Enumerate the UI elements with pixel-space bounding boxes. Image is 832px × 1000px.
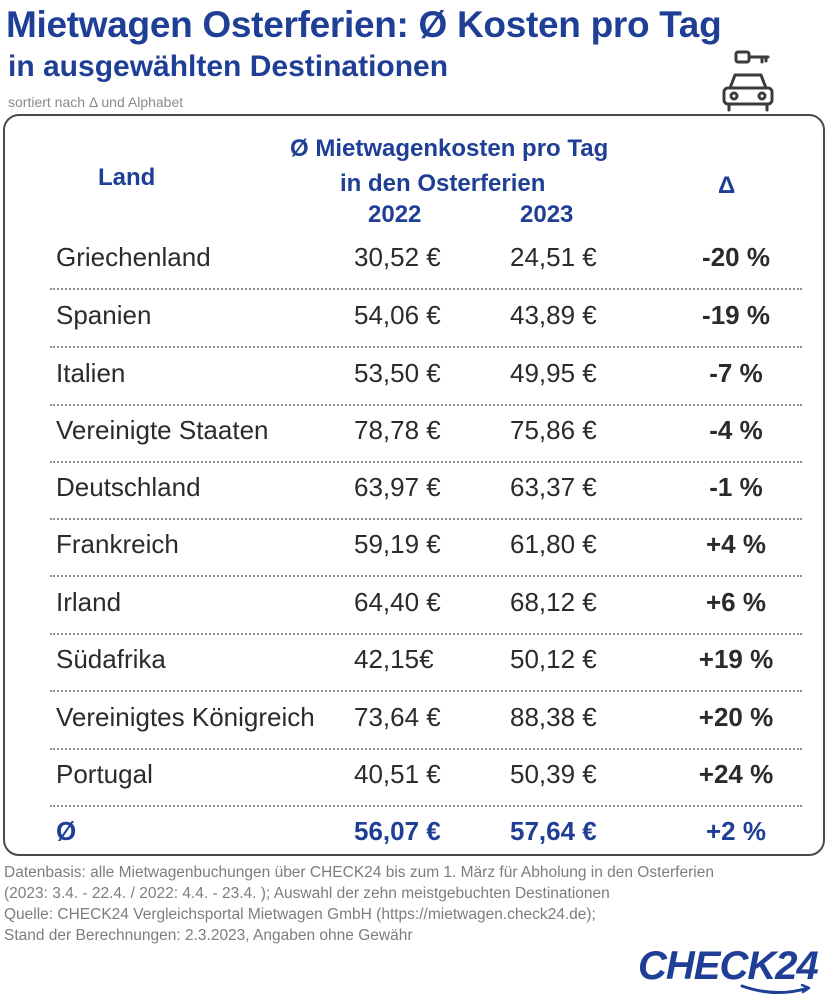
- header-delta: Δ: [718, 172, 736, 199]
- cell-land: Deutschland: [56, 472, 201, 502]
- row-divider: [50, 404, 802, 406]
- footnote-line: (2023: 3.4. - 22.4. / 2022: 4.4. - 23.4.…: [4, 885, 610, 902]
- table-row: Frankreich 59,19 € 61,80 € +4 %: [50, 519, 802, 577]
- row-divider: [50, 690, 802, 692]
- row-divider: [50, 575, 802, 577]
- cell-2022: 73,64 €: [354, 702, 441, 732]
- footnote: Datenbasis: alle Mietwagenbuchungen über…: [4, 862, 824, 946]
- cell-land: Vereinigtes Königreich: [56, 702, 315, 732]
- cell-land: Südafrika: [56, 644, 166, 674]
- cell-delta: -7 %: [709, 358, 763, 388]
- cell-2023: 61,80 €: [510, 529, 597, 559]
- cell-2023: 49,95 €: [510, 358, 597, 388]
- cell-land: Frankreich: [56, 529, 179, 559]
- cell-land: Vereinigte Staaten: [56, 415, 269, 445]
- logo-swoosh-icon: [740, 984, 811, 995]
- table-card: [3, 114, 825, 856]
- cell-2023: 24,51 €: [510, 242, 597, 272]
- row-divider: [50, 805, 802, 807]
- cell-2023: 75,86 €: [510, 415, 597, 445]
- average-row: Ø 56,07 € 57,64 € +2 %: [50, 806, 802, 864]
- cell-2022: 54,06 €: [354, 300, 441, 330]
- cell-2023: 50,39 €: [510, 759, 597, 789]
- cell-2022: 78,78 €: [354, 415, 441, 445]
- page-title: Mietwagen Osterferien: Ø Kosten pro Tag: [6, 4, 722, 45]
- cell-delta: +4 %: [706, 529, 766, 559]
- cell-2022: 53,50 €: [354, 358, 441, 388]
- cell-delta: +2 %: [706, 816, 766, 846]
- cell-delta: -1 %: [709, 472, 763, 502]
- header-cost-line1: Ø Mietwagenkosten pro Tag: [290, 135, 609, 162]
- cell-2022: 63,97 €: [354, 472, 441, 502]
- table-row: Italien 53,50 € 49,95 € -7 %: [50, 348, 802, 406]
- cell-2022: 30,52 €: [354, 242, 441, 272]
- cell-2023: 57,64 €: [510, 816, 597, 846]
- footnote-line: Datenbasis: alle Mietwagenbuchungen über…: [4, 864, 714, 881]
- cell-2023: 63,37 €: [510, 472, 597, 502]
- table-row: Vereinigte Staaten 78,78 € 75,86 € -4 %: [50, 405, 802, 463]
- cell-land: Italien: [56, 358, 126, 388]
- cell-delta: +6 %: [706, 587, 766, 617]
- row-divider: [50, 288, 802, 290]
- table-row: Irland 64,40 € 68,12 € +6 %: [50, 577, 802, 635]
- cell-delta: -4 %: [709, 415, 763, 445]
- table-row: Spanien 54,06 € 43,89 € -19 %: [50, 290, 802, 348]
- header-year-2022: 2022: [368, 201, 422, 228]
- cell-land: Portugal: [56, 759, 153, 789]
- cell-2023: 43,89 €: [510, 300, 597, 330]
- cell-2023: 68,12 €: [510, 587, 597, 617]
- table-row: Deutschland 63,97 € 63,37 € -1 %: [50, 462, 802, 520]
- table-row: Griechenland 30,52 € 24,51 € -20 %: [50, 232, 802, 290]
- cell-land: Spanien: [56, 300, 152, 330]
- cell-2022: 56,07 €: [354, 816, 441, 846]
- cell-land: Griechenland: [56, 242, 211, 272]
- row-divider: [50, 633, 802, 635]
- check24-logo: CHECK24: [638, 944, 819, 988]
- footnote-line: Stand der Berechnungen: 2.3.2023, Angabe…: [4, 927, 413, 944]
- table-row: Südafrika 42,15€ 50,12 € +19 %: [50, 634, 802, 692]
- footnote-line: Quelle: CHECK24 Vergleichsportal Mietwag…: [4, 906, 596, 923]
- table-row: Vereinigtes Königreich 73,64 € 88,38 € +…: [50, 692, 802, 750]
- table-row: Portugal 40,51 € 50,39 € +24 %: [50, 749, 802, 807]
- cell-2022: 64,40 €: [354, 587, 441, 617]
- cell-2022: 40,51 €: [354, 759, 441, 789]
- header-year-2023: 2023: [520, 201, 574, 228]
- row-divider: [50, 518, 802, 520]
- car-key-icon: [722, 50, 774, 112]
- row-divider: [50, 461, 802, 463]
- cell-2022: 42,15€: [354, 644, 434, 674]
- cell-land: Irland: [56, 587, 122, 617]
- cell-2023: 50,12 €: [510, 644, 597, 674]
- cell-2023: 88,38 €: [510, 702, 597, 732]
- row-divider: [50, 748, 802, 750]
- cell-2022: 59,19 €: [354, 529, 441, 559]
- cell-delta: -20 %: [702, 242, 770, 272]
- cell-delta: +24 %: [698, 759, 774, 789]
- cell-land: Ø: [56, 816, 77, 846]
- page-subtitle: in ausgewählten Destinationen: [8, 50, 449, 83]
- cell-delta: -19 %: [702, 300, 770, 330]
- header-land: Land: [98, 164, 156, 191]
- row-divider: [50, 346, 802, 348]
- cell-delta: +19 %: [698, 644, 774, 674]
- cell-delta: +20 %: [698, 702, 774, 732]
- header-cost-line2: in den Osterferien: [340, 170, 546, 197]
- sort-note: sortiert nach Δ und Alphabet: [8, 94, 184, 110]
